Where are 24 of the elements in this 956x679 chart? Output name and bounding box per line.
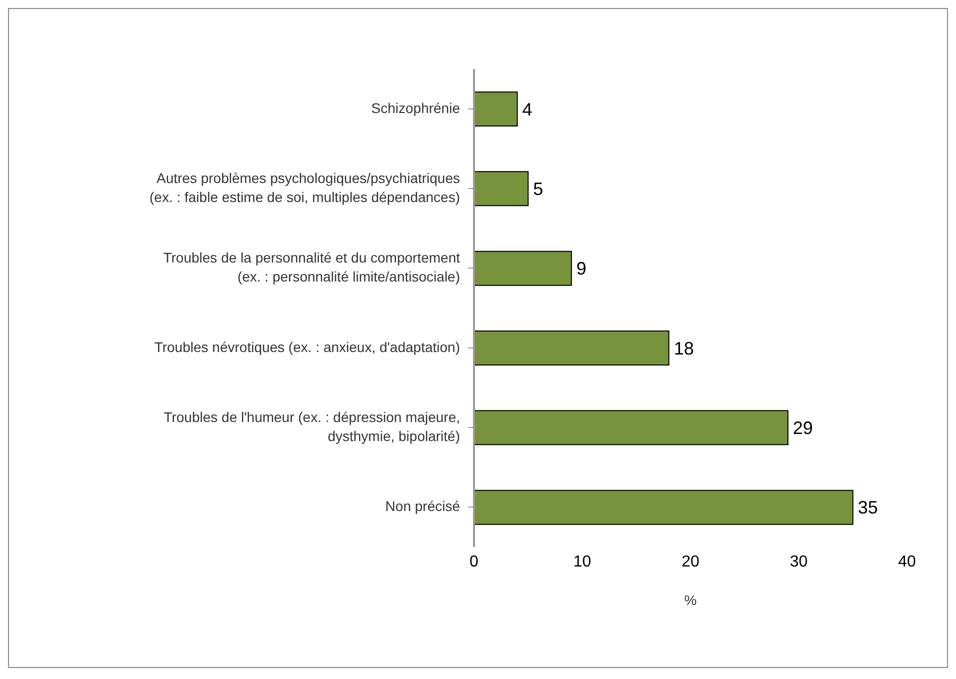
bar [474, 92, 518, 126]
data-label: 29 [792, 418, 813, 438]
data-label: 35 [858, 498, 878, 518]
x-tick-label: 0 [470, 553, 479, 570]
y-tick-label: Troubles de la personnalité et du comportement (ex. : personnalité limite/antisociale) [163, 249, 460, 284]
bar [474, 250, 572, 286]
x-tick-label: 20 [682, 553, 700, 570]
bar [474, 490, 854, 525]
y-tick-label: Troubles de l'humeur (ex. : dépression majeure, dysthymie, bipolarité) [164, 408, 460, 444]
x-axis-title: % [684, 592, 697, 608]
data-label: 18 [674, 338, 694, 358]
y-tick-label: Schizophrénie [371, 100, 460, 116]
x-tick-label: 10 [573, 553, 592, 570]
bar [474, 410, 788, 446]
bar [474, 171, 529, 206]
data-label: 4 [522, 99, 532, 120]
x-tick-label: 30 [790, 553, 808, 570]
x-tick-label: 40 [898, 553, 916, 570]
data-label: 5 [533, 179, 544, 200]
y-tick-label: Autres problèmes psychologiques/psychiatriques (ex. : faible estime de soi, multiples dépendances) [150, 170, 460, 205]
bar [474, 330, 670, 366]
y-tick-label: Troubles névrotiques (ex. : anxieux, d'adaptation) [154, 338, 460, 355]
y-tick-label: Non précisé [385, 498, 460, 514]
data-label: 9 [576, 258, 586, 279]
